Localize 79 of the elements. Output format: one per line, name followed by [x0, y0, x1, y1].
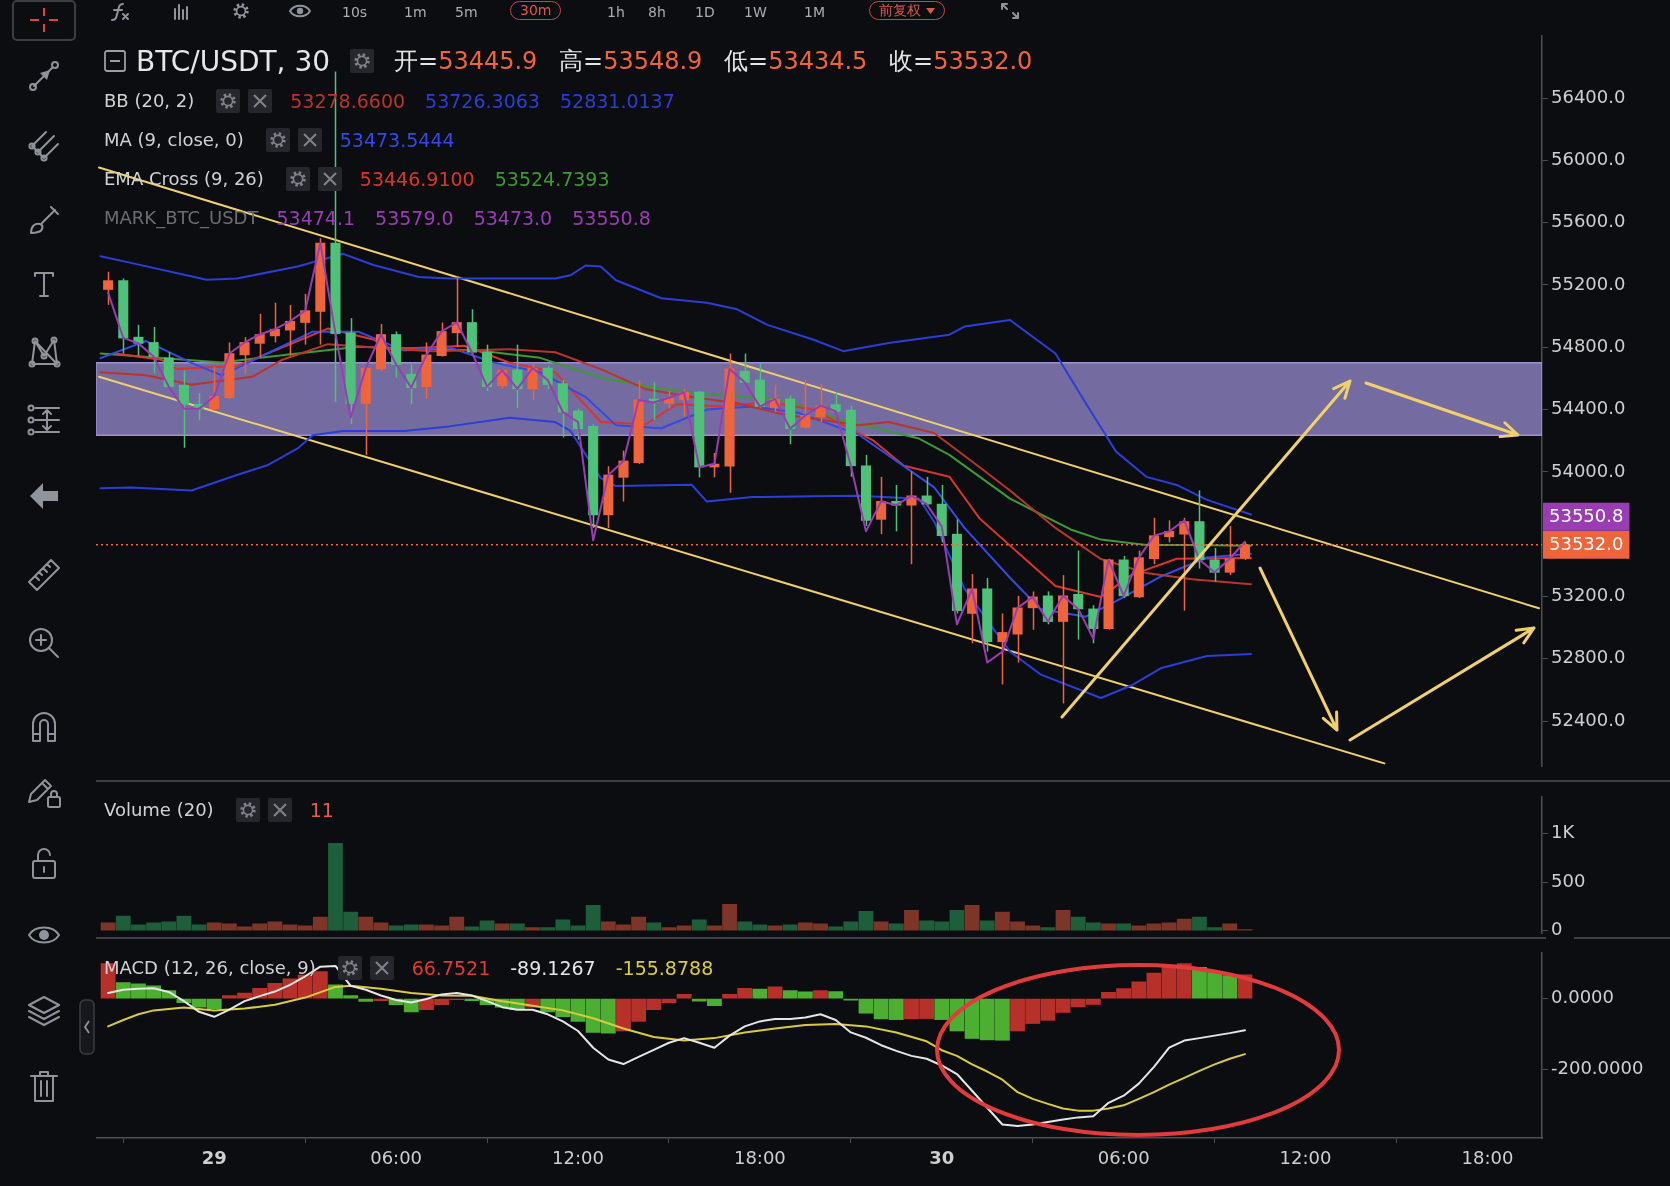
annotation: 53473.5444 — [339, 128, 455, 151]
text: 5m — [455, 4, 478, 20]
chart-title: BTC/USDT, 30 — [136, 44, 331, 78]
x-tick-label: 18:00 — [733, 1147, 786, 1169]
bar — [828, 991, 844, 999]
x-tick-label: 06:00 — [370, 1147, 423, 1169]
bar — [904, 909, 919, 931]
annotation: Volume (20) — [104, 799, 214, 820]
text: 53550.8 — [1549, 505, 1624, 527]
bar — [1055, 909, 1071, 931]
annotation: 53579.0 — [375, 206, 454, 229]
x-tick-label: 06:00 — [1097, 1147, 1150, 1169]
text: 开=53445.9 高=53548.9 低=53434.5 收=53532.0 — [394, 47, 1033, 75]
bar — [1040, 927, 1056, 931]
bar — [1116, 923, 1132, 931]
bar — [509, 923, 525, 931]
y-tick-label: 54000.0 — [1551, 459, 1626, 481]
y-tick-label: 53200.0 — [1551, 584, 1626, 606]
y-tick-label: 0 — [1551, 918, 1563, 940]
annotation: 52831.0137 — [559, 89, 675, 112]
annotation: MA (9, close, 0) — [104, 129, 244, 150]
candlestick — [618, 449, 629, 503]
y-tick-label: 500 — [1551, 869, 1586, 891]
bar — [752, 988, 768, 999]
bar — [676, 994, 692, 999]
y-tick-label: -200.0000 — [1551, 1057, 1644, 1079]
text: 1W — [744, 4, 767, 20]
annotation: -89.1267 — [510, 956, 596, 979]
annotation: 11 — [309, 798, 334, 821]
annotation: 53473.0 — [473, 206, 553, 229]
y-tick-label: 54800.0 — [1551, 334, 1626, 356]
y-tick-label: 55200.0 — [1551, 272, 1626, 294]
ref-line-label: 53532.0 — [1549, 533, 1624, 555]
candlestick — [254, 313, 265, 359]
annotation: 66.7521 — [411, 956, 491, 979]
bar — [525, 927, 540, 931]
x-tick-label: 12:00 — [1279, 1147, 1332, 1169]
bar — [873, 921, 889, 931]
text: 10s — [342, 4, 368, 20]
y-tick-label: 56000.0 — [1551, 148, 1626, 170]
text: 1D — [695, 4, 715, 20]
x-tick-label: 12:00 — [552, 1147, 604, 1169]
text: 8h — [648, 4, 666, 20]
x-tick-label: 30 — [929, 1147, 955, 1169]
x-tick-label: 29 — [201, 1147, 227, 1169]
bar — [813, 990, 828, 999]
bar — [782, 924, 798, 931]
bar — [100, 922, 116, 931]
bar — [964, 905, 980, 931]
annotation: 53524.7393 — [494, 167, 610, 190]
annotation: MARK_BTC_USDT — [104, 207, 259, 228]
candlestick — [178, 369, 189, 449]
text: 1M — [804, 4, 825, 20]
y-tick-label: 1K — [1551, 821, 1576, 843]
annotation: -155.8788 — [615, 956, 714, 979]
candlestick — [800, 379, 811, 430]
bar — [979, 920, 995, 931]
annotation: 53446.9100 — [359, 167, 475, 190]
text: 1h — [607, 4, 625, 20]
bar — [1101, 923, 1116, 931]
annotation: 53550.8 — [572, 206, 651, 229]
bar — [888, 923, 904, 931]
y-tick-label: 52400.0 — [1551, 708, 1626, 730]
y-tick-label: 0.0000 — [1551, 986, 1614, 1008]
bar — [691, 919, 707, 931]
y-tick-label: 52800.0 — [1551, 646, 1626, 668]
bar — [767, 925, 783, 931]
candlestick — [997, 612, 1008, 686]
bar — [494, 923, 510, 931]
x-tick-label: 18:00 — [1461, 1147, 1514, 1169]
text: 1m — [404, 4, 427, 20]
y-tick-label: 55600.0 — [1551, 210, 1626, 232]
candlestick — [103, 270, 114, 306]
annotation: 53726.3063 — [425, 89, 540, 112]
annotation: BB (20, 2) — [104, 90, 195, 111]
bar — [646, 922, 662, 931]
y-tick-label: 54400.0 — [1551, 397, 1626, 419]
y-tick-label: 56400.0 — [1551, 85, 1626, 107]
bar — [358, 998, 374, 1002]
